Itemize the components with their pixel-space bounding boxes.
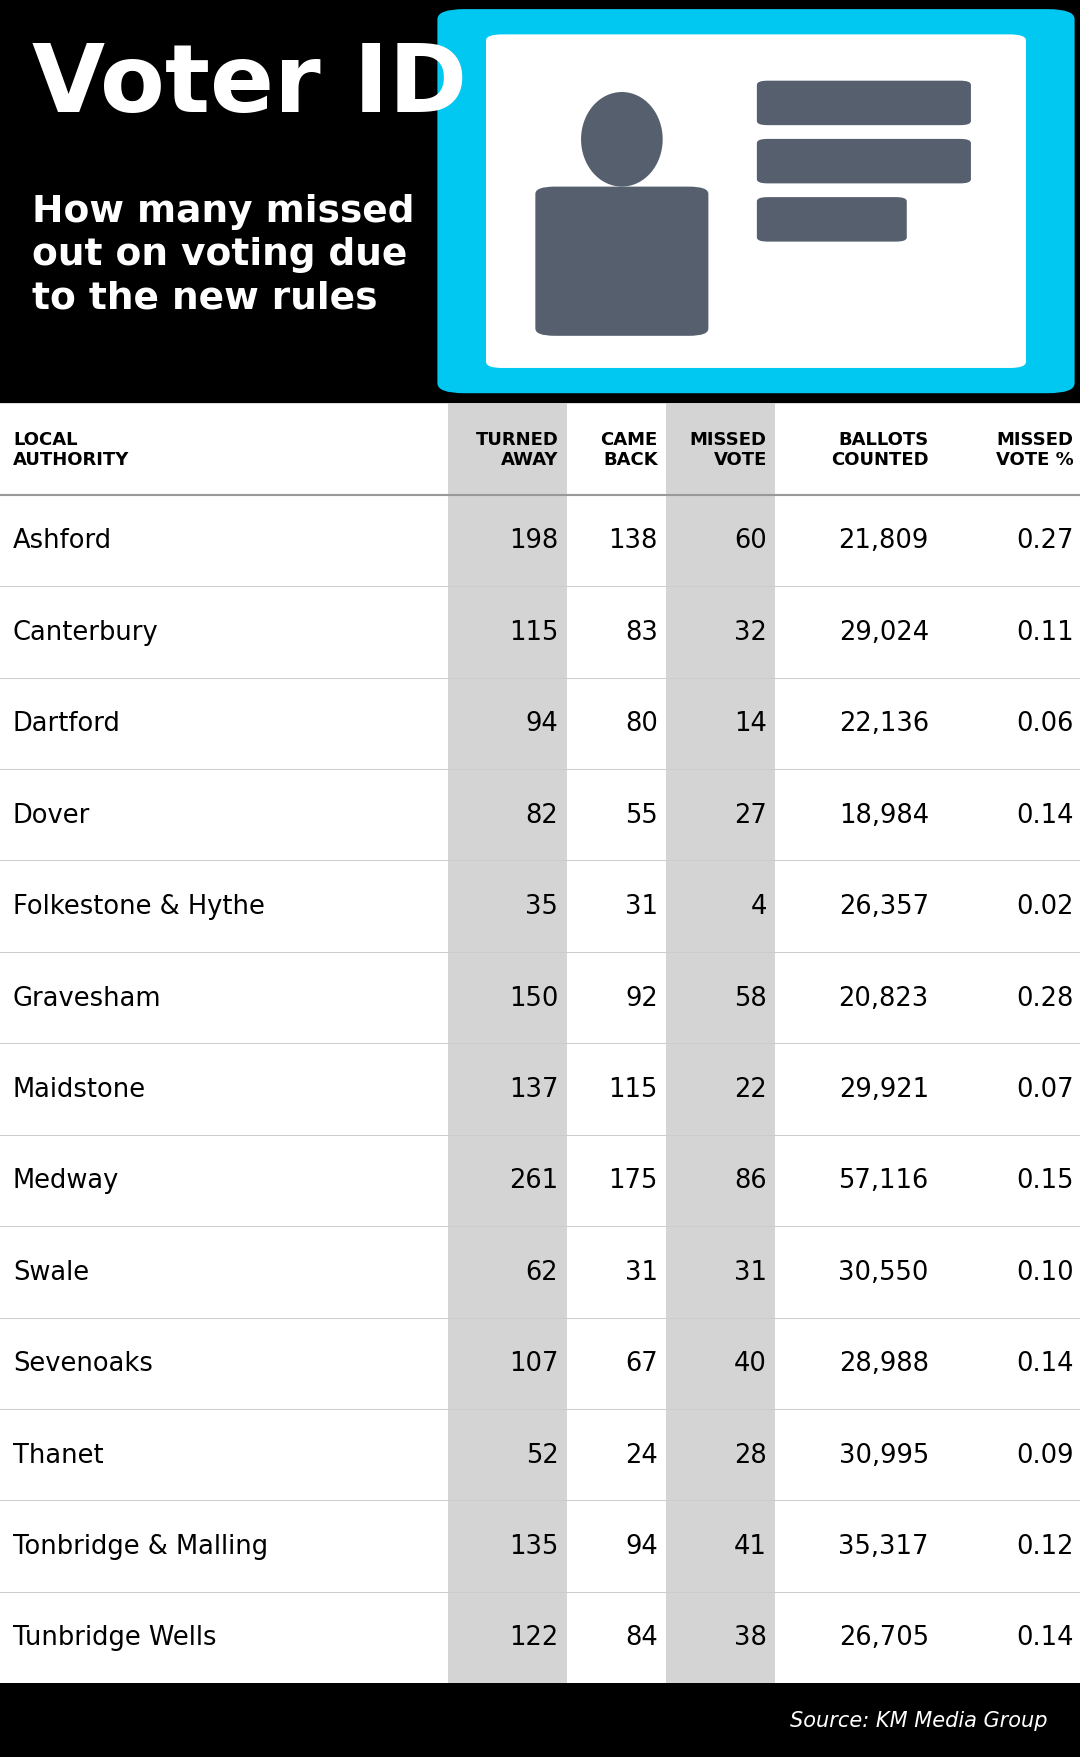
Text: Dartford: Dartford <box>13 712 121 736</box>
Text: 138: 138 <box>608 529 658 553</box>
Text: 0.10: 0.10 <box>1016 1260 1074 1284</box>
Text: 86: 86 <box>734 1168 767 1193</box>
Text: 80: 80 <box>625 712 658 736</box>
Text: 115: 115 <box>509 620 558 645</box>
Text: 24: 24 <box>625 1442 658 1467</box>
Text: 84: 84 <box>625 1625 658 1650</box>
Text: 41: 41 <box>734 1534 767 1558</box>
Text: 31: 31 <box>733 1260 767 1284</box>
FancyBboxPatch shape <box>536 188 708 337</box>
Text: 261: 261 <box>510 1168 558 1193</box>
Text: 0.14: 0.14 <box>1016 1351 1074 1376</box>
Text: 38: 38 <box>734 1625 767 1650</box>
Text: Sevenoaks: Sevenoaks <box>13 1351 153 1376</box>
Text: Voter ID: Voter ID <box>32 40 468 132</box>
Text: 0.14: 0.14 <box>1016 1625 1074 1650</box>
Text: CAME
BACK: CAME BACK <box>600 430 658 469</box>
Text: 40: 40 <box>734 1351 767 1376</box>
Text: 28: 28 <box>734 1442 767 1467</box>
Text: 83: 83 <box>625 620 658 645</box>
Text: 28,988: 28,988 <box>839 1351 929 1376</box>
Text: 0.27: 0.27 <box>1016 529 1074 553</box>
Text: 67: 67 <box>625 1351 658 1376</box>
Text: 94: 94 <box>625 1534 658 1558</box>
Text: 122: 122 <box>509 1625 558 1650</box>
Text: 107: 107 <box>509 1351 558 1376</box>
Bar <box>448 404 567 1683</box>
FancyBboxPatch shape <box>757 141 971 184</box>
Text: Maidstone: Maidstone <box>13 1077 146 1102</box>
Text: 32: 32 <box>734 620 767 645</box>
Text: Dover: Dover <box>13 803 91 828</box>
Text: 115: 115 <box>608 1077 658 1102</box>
Text: 135: 135 <box>509 1534 558 1558</box>
Text: 52: 52 <box>526 1442 558 1467</box>
Text: 18,984: 18,984 <box>839 803 929 828</box>
FancyBboxPatch shape <box>757 199 907 242</box>
Text: 175: 175 <box>608 1168 658 1193</box>
Text: 21,809: 21,809 <box>838 529 929 553</box>
Text: 22: 22 <box>734 1077 767 1102</box>
Text: 55: 55 <box>625 803 658 828</box>
Text: Thanet: Thanet <box>13 1442 104 1467</box>
Bar <box>666 404 775 1683</box>
Text: Ashford: Ashford <box>13 529 112 553</box>
Text: 35,317: 35,317 <box>838 1534 929 1558</box>
Text: 0.15: 0.15 <box>1016 1168 1074 1193</box>
Text: 22,136: 22,136 <box>839 712 929 736</box>
Text: 31: 31 <box>624 1260 658 1284</box>
Text: Gravesham: Gravesham <box>13 986 162 1010</box>
Text: MISSED
VOTE %: MISSED VOTE % <box>996 430 1074 469</box>
Text: 62: 62 <box>526 1260 558 1284</box>
Text: 0.11: 0.11 <box>1016 620 1074 645</box>
Text: 150: 150 <box>509 986 558 1010</box>
FancyBboxPatch shape <box>486 35 1026 369</box>
Text: TURNED
AWAY: TURNED AWAY <box>475 430 558 469</box>
Ellipse shape <box>581 93 663 188</box>
Text: 94: 94 <box>526 712 558 736</box>
Text: 20,823: 20,823 <box>838 986 929 1010</box>
Text: 14: 14 <box>734 712 767 736</box>
Text: Source: KM Media Group: Source: KM Media Group <box>791 1710 1048 1731</box>
Text: 0.09: 0.09 <box>1016 1442 1074 1467</box>
Text: BALLOTS
COUNTED: BALLOTS COUNTED <box>832 430 929 469</box>
Text: 60: 60 <box>734 529 767 553</box>
Text: 29,024: 29,024 <box>839 620 929 645</box>
Text: 30,995: 30,995 <box>838 1442 929 1467</box>
Text: 198: 198 <box>509 529 558 553</box>
Text: Medway: Medway <box>13 1168 119 1193</box>
Text: MISSED
VOTE: MISSED VOTE <box>690 430 767 469</box>
Text: 26,705: 26,705 <box>839 1625 929 1650</box>
Text: Folkestone & Hythe: Folkestone & Hythe <box>13 894 265 919</box>
Text: 0.12: 0.12 <box>1016 1534 1074 1558</box>
Text: 26,357: 26,357 <box>839 894 929 919</box>
Text: 137: 137 <box>509 1077 558 1102</box>
FancyBboxPatch shape <box>757 81 971 127</box>
Text: 31: 31 <box>624 894 658 919</box>
Text: 57,116: 57,116 <box>838 1168 929 1193</box>
Text: 0.28: 0.28 <box>1016 986 1074 1010</box>
Text: 0.06: 0.06 <box>1016 712 1074 736</box>
Text: 4: 4 <box>751 894 767 919</box>
Text: 58: 58 <box>734 986 767 1010</box>
Text: 0.07: 0.07 <box>1016 1077 1074 1102</box>
Text: Tunbridge Wells: Tunbridge Wells <box>13 1625 216 1650</box>
Text: LOCAL
AUTHORITY: LOCAL AUTHORITY <box>13 430 130 469</box>
Text: 29,921: 29,921 <box>839 1077 929 1102</box>
Text: How many missed
out on voting due
to the new rules: How many missed out on voting due to the… <box>32 193 415 316</box>
Text: 92: 92 <box>625 986 658 1010</box>
Text: 0.14: 0.14 <box>1016 803 1074 828</box>
Text: 30,550: 30,550 <box>838 1260 929 1284</box>
FancyBboxPatch shape <box>437 11 1075 394</box>
Text: 82: 82 <box>526 803 558 828</box>
Text: 35: 35 <box>526 894 558 919</box>
Text: Tonbridge & Malling: Tonbridge & Malling <box>13 1534 268 1558</box>
Text: Canterbury: Canterbury <box>13 620 159 645</box>
Text: 27: 27 <box>734 803 767 828</box>
Text: Swale: Swale <box>13 1260 89 1284</box>
Text: 0.02: 0.02 <box>1016 894 1074 919</box>
